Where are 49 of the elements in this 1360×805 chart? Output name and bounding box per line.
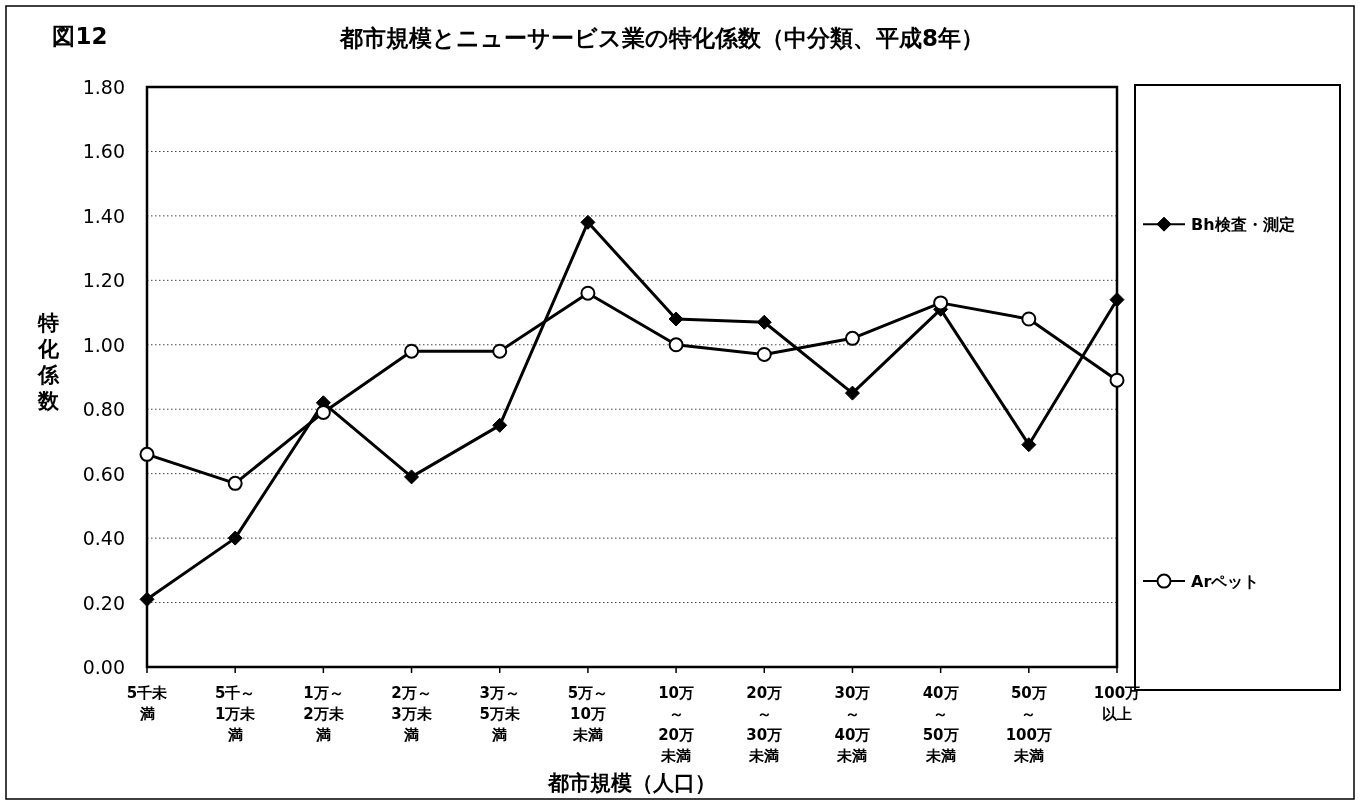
x-tick-label: 3万～5万未満 — [479, 684, 521, 744]
x-tick-label: 2万～3万未満 — [391, 684, 433, 744]
point — [1109, 292, 1125, 308]
point — [668, 311, 684, 327]
point — [756, 314, 772, 330]
point — [668, 337, 684, 353]
chart-title: 都市規模とニューサービス業の特化係数（中分類、平成8年） — [338, 25, 985, 51]
point — [844, 330, 860, 346]
point — [139, 591, 155, 607]
x-tick-label: 20万～30万未満 — [746, 684, 783, 765]
x-tick-label: 40万～50万未満 — [922, 684, 959, 765]
y-axis-title: 特化係数 — [36, 311, 60, 413]
point — [227, 530, 243, 546]
y-tick-label: 0.60 — [82, 462, 125, 485]
x-tick-label: 10万～20万未満 — [658, 684, 695, 765]
point — [580, 285, 596, 301]
point — [1109, 372, 1125, 388]
y-tick-label: 1.60 — [82, 140, 125, 163]
y-tick-label: 0.40 — [82, 527, 125, 550]
point — [492, 417, 508, 433]
y-tick-label: 1.80 — [82, 76, 125, 98]
x-tick-label: 50万～100万未満 — [1005, 684, 1052, 765]
point — [844, 385, 860, 401]
x-tick-label: 5千～1万未満 — [214, 684, 257, 744]
point — [1021, 437, 1037, 453]
point — [492, 343, 508, 359]
caption: 図12 — [52, 23, 108, 49]
x-tick-label: 1万～2万未満 — [303, 684, 345, 744]
point — [227, 475, 243, 491]
y-tick-label: 0.20 — [82, 591, 125, 614]
point — [404, 469, 420, 485]
x-tick-label: 5万～10万未満 — [567, 684, 609, 744]
x-tick-label: 5千未満 — [126, 684, 169, 723]
x-axis-title: 都市規模（人口） — [547, 771, 716, 795]
legend-label: Bh検査・測定 — [1191, 215, 1295, 235]
y-tick-label: 1.00 — [82, 333, 125, 356]
point — [1021, 311, 1037, 327]
y-tick-label: 0.00 — [82, 656, 125, 678]
point — [315, 404, 331, 420]
x-tick-label: 30万～40万未満 — [834, 684, 871, 765]
point — [756, 346, 772, 362]
point — [933, 295, 949, 311]
y-tick-label: 1.20 — [82, 269, 125, 292]
point — [580, 214, 596, 230]
y-tick-label: 1.40 — [82, 204, 125, 227]
point — [139, 446, 155, 462]
y-tick-label: 0.80 — [82, 398, 125, 421]
point — [404, 343, 420, 359]
legend-label: Arペット — [1191, 572, 1260, 592]
